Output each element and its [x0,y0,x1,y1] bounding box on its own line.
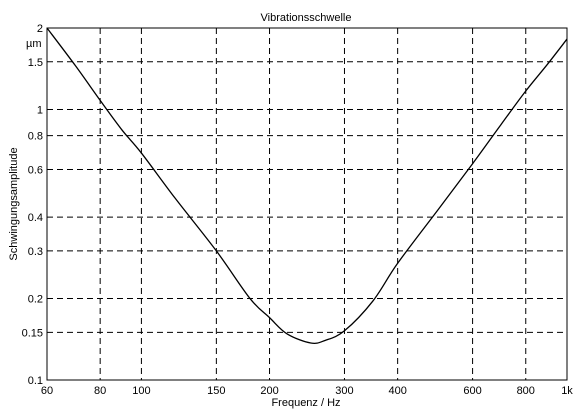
y-tick-label: 0.8 [28,131,43,143]
y-unit-label: µm [26,38,42,50]
x-tick-label: 100 [132,385,150,397]
x-tick-label: 150 [207,385,225,397]
y-tick-label: 2 [37,23,43,35]
y-tick-label: 1 [37,104,43,116]
x-tick-label: 200 [260,385,278,397]
x-tick-label: 300 [335,385,353,397]
y-tick-label: 0.1 [28,375,43,387]
grid-lines [47,28,567,380]
plot-frame [46,27,568,381]
y-tick-label: 0.4 [28,212,43,224]
x-tick-label: 600 [463,385,481,397]
x-tick-label: 1k [561,385,573,397]
chart-title: Vibrationsschwelle [261,12,352,24]
y-tick-label: 1.5 [28,57,43,69]
x-tick-label: 60 [41,385,53,397]
y-tick-label: 0.3 [28,246,43,258]
threshold-curve [46,27,568,345]
x-tick-label: 800 [517,385,535,397]
y-tick-label: 0.6 [28,164,43,176]
tick-labels: 60 80 100 150 200 300 400 600 800 1k 0.1 0.15 0.2 0.3… [22,23,573,397]
x-tick-label: 400 [388,385,406,397]
y-tick-label: 0.2 [28,294,43,306]
y-axis-label: Schwingungsamplitude [8,147,20,260]
x-tick-label: 80 [94,385,106,397]
x-axis-label: Frequenz / Hz [271,397,340,409]
y-tick-label: 0.15 [22,327,43,339]
